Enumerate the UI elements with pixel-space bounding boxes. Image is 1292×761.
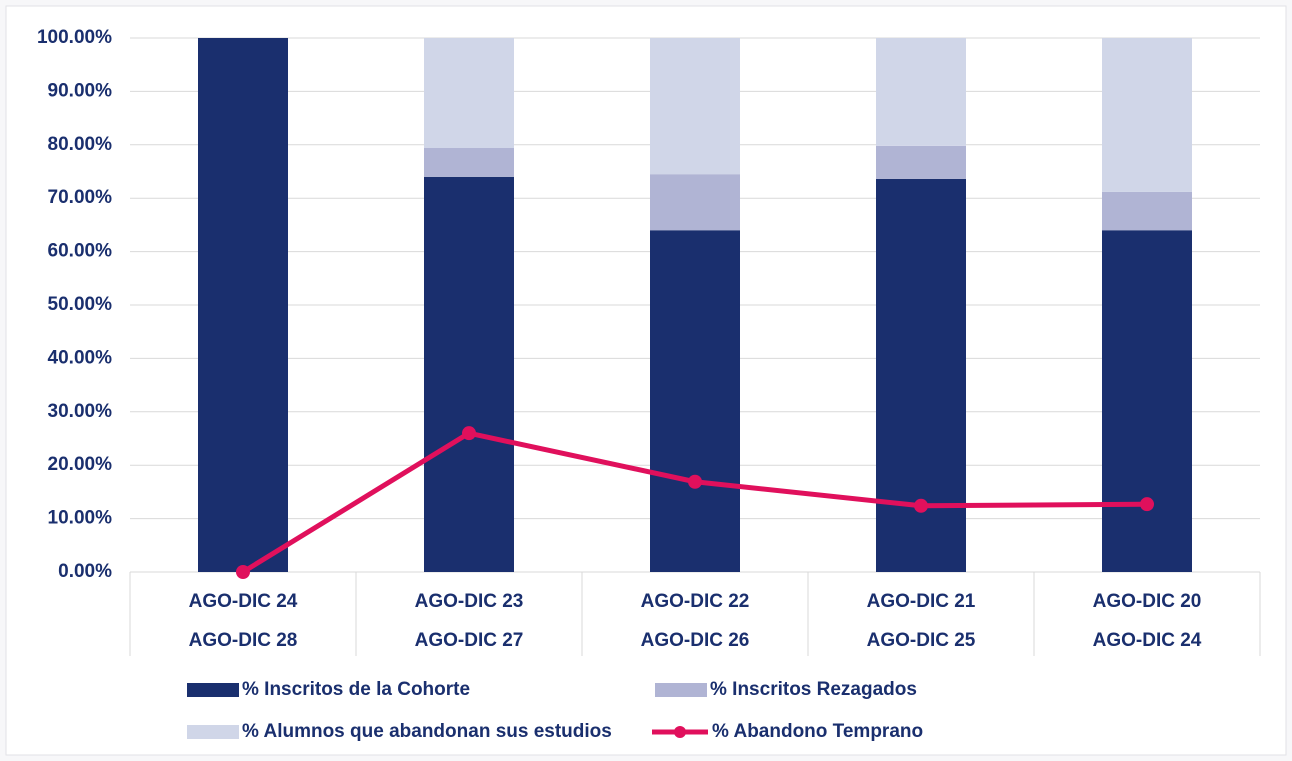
y-tick-label: 50.00% [48, 294, 113, 315]
legend-label: % Inscritos Rezagados [710, 679, 917, 700]
bar-segment [424, 148, 514, 177]
legend-label: % Abandono Temprano [712, 721, 923, 742]
legend-swatch [655, 683, 707, 697]
y-tick-label: 80.00% [48, 134, 113, 155]
legend-swatch [674, 726, 686, 738]
x-tick-label: AGO-DIC 26 [641, 630, 750, 651]
legend-label: % Alumnos que abandonan sus estudios [242, 721, 612, 742]
bar-segment [1102, 230, 1192, 573]
y-tick-label: 0.00% [58, 561, 112, 582]
legend-label: % Inscritos de la Cohorte [242, 679, 470, 700]
y-tick-label: 10.00% [48, 508, 113, 529]
y-tick-label: 70.00% [48, 187, 113, 208]
y-tick-label: 100.00% [37, 27, 112, 48]
line-marker [1140, 497, 1154, 512]
bar-segment [876, 38, 966, 146]
bar-segment [650, 174, 740, 231]
legend-swatch [187, 683, 239, 697]
x-tick-label: AGO-DIC 27 [415, 630, 524, 651]
x-tick-label: AGO-DIC 28 [189, 630, 298, 651]
bar-segment [424, 38, 514, 149]
bar-segment [650, 230, 740, 573]
y-tick-label: 20.00% [48, 454, 113, 475]
x-tick-label: AGO-DIC 21 [867, 591, 976, 612]
legend-swatch [187, 725, 239, 739]
bar-segment [876, 178, 966, 572]
line-marker [688, 474, 702, 489]
y-tick-label: 60.00% [48, 241, 113, 262]
x-tick-label: AGO-DIC 20 [1093, 591, 1202, 612]
bar-segment [876, 145, 966, 179]
x-tick-label: AGO-DIC 23 [415, 591, 524, 612]
line-marker [462, 426, 476, 441]
bar-segment [650, 38, 740, 175]
line-marker [236, 565, 250, 579]
x-tick-label: AGO-DIC 22 [641, 591, 750, 612]
y-tick-label: 90.00% [48, 80, 113, 101]
bar-segment [1102, 38, 1192, 192]
y-tick-label: 40.00% [48, 347, 113, 368]
y-tick-label: 30.00% [48, 401, 113, 422]
bar-segment [424, 176, 514, 572]
bar-segment [1102, 191, 1192, 231]
x-tick-label: AGO-DIC 25 [867, 630, 976, 651]
x-tick-label: AGO-DIC 24 [1093, 630, 1202, 651]
bar-segment [198, 38, 288, 572]
line-marker [914, 498, 928, 513]
x-tick-label: AGO-DIC 24 [189, 591, 298, 612]
